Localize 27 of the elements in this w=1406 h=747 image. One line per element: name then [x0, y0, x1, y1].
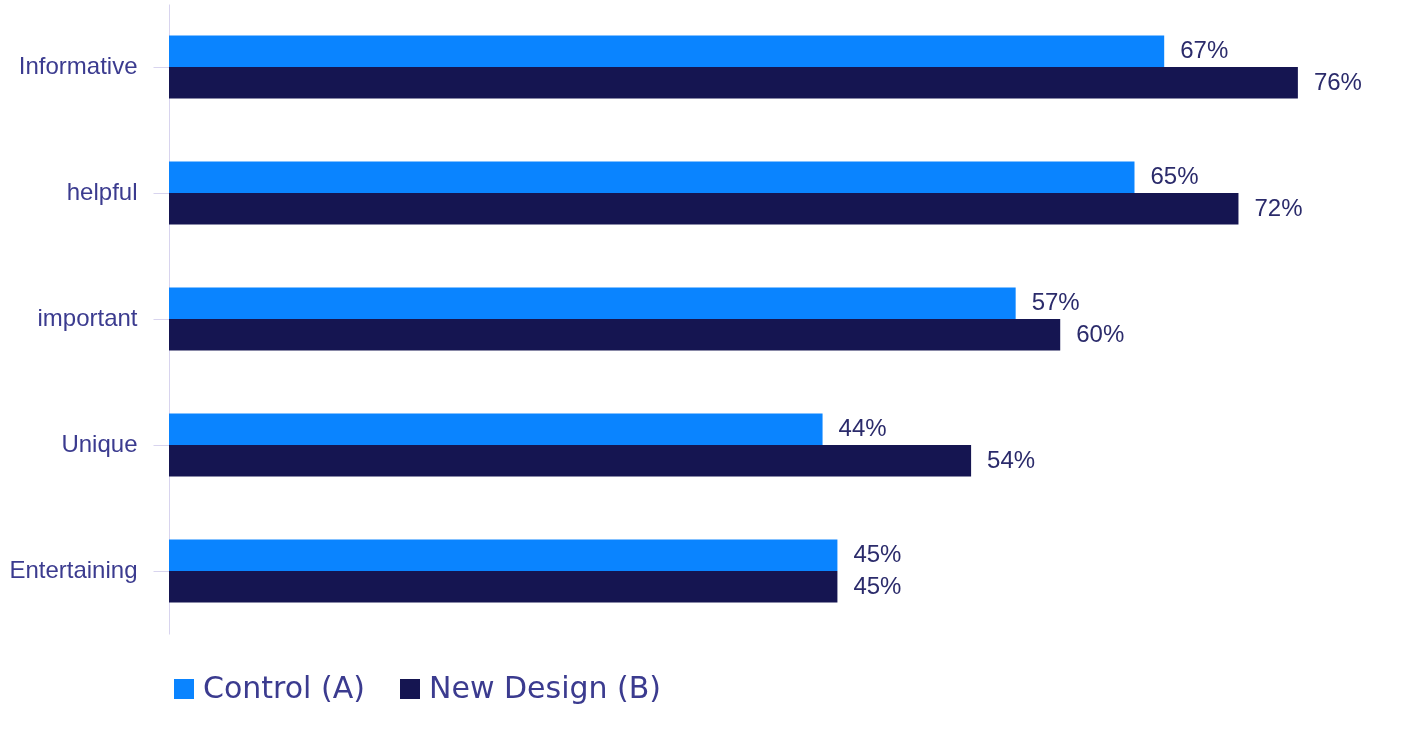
bar — [169, 161, 1135, 193]
legend-label: New Design (B) — [429, 670, 662, 705]
y-tick-label: Unique — [61, 430, 138, 457]
bar — [169, 539, 838, 571]
bar — [169, 287, 1016, 319]
y-tick-label: Informative — [18, 52, 138, 79]
y-tick-label: important — [37, 304, 138, 331]
y-tick-label: Entertaining — [9, 556, 138, 583]
legend-label: Control (A) — [203, 670, 365, 705]
data-label: 45% — [853, 540, 902, 568]
bar — [169, 571, 838, 603]
bar — [169, 413, 823, 445]
bar — [169, 35, 1165, 67]
data-label: 45% — [853, 571, 902, 599]
data-label: 72% — [1254, 193, 1303, 221]
bar — [169, 445, 972, 477]
data-label: 60% — [1076, 319, 1125, 347]
bar — [169, 67, 1298, 99]
data-label: 57% — [1031, 288, 1080, 316]
data-label: 54% — [987, 445, 1036, 473]
bar — [169, 193, 1239, 225]
data-label: 76% — [1313, 67, 1362, 95]
data-label: 67% — [1180, 36, 1229, 64]
data-label: 44% — [838, 414, 887, 442]
y-tick-label: helpful — [66, 178, 138, 205]
bar — [169, 319, 1061, 351]
data-label: 65% — [1150, 162, 1199, 190]
